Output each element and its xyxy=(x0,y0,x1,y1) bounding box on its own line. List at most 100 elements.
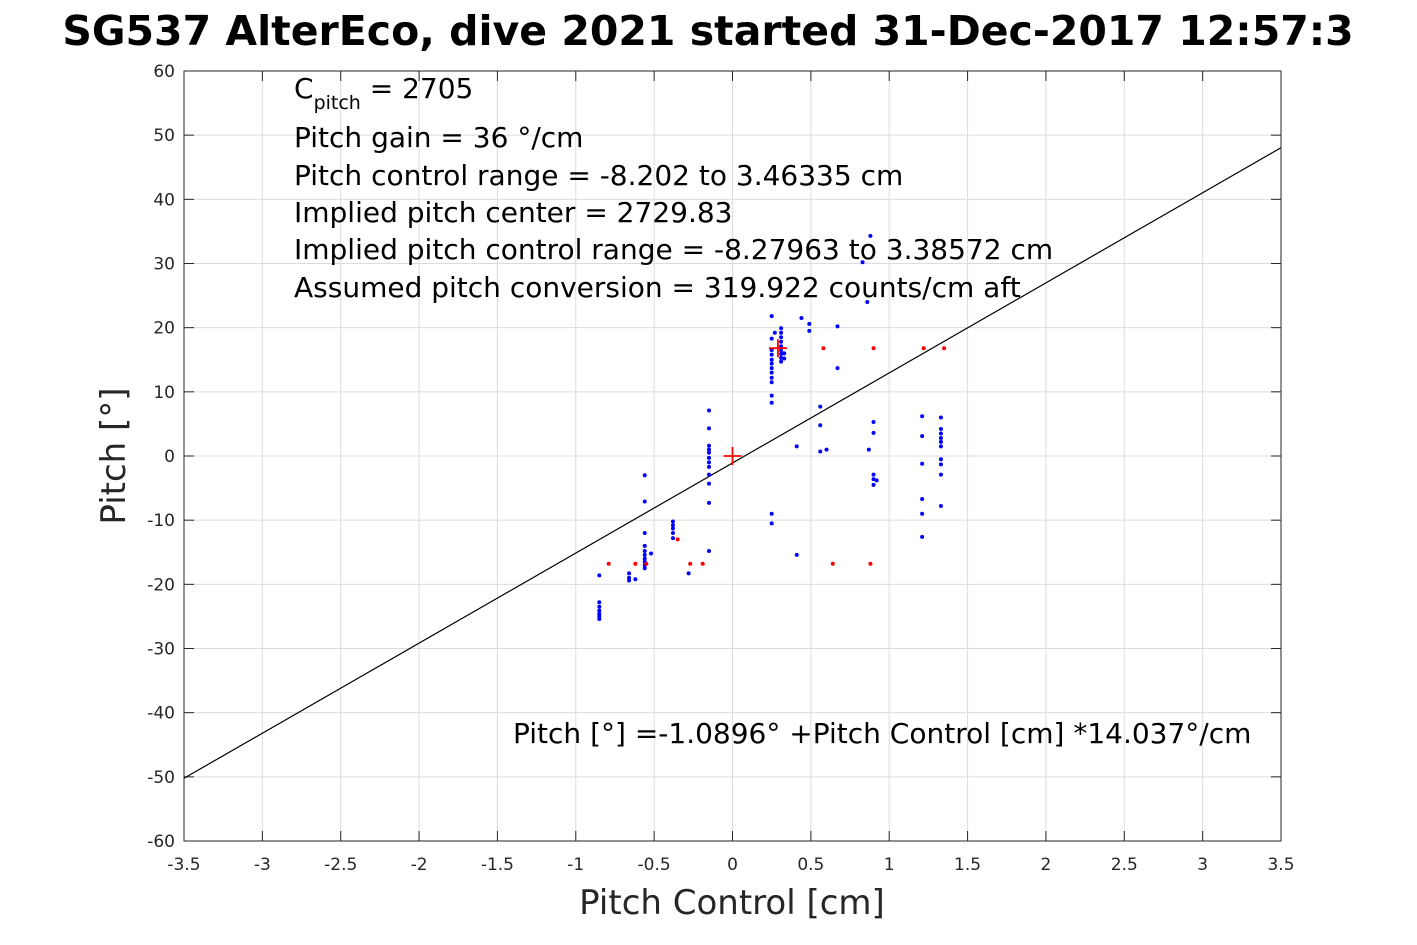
y-tick-label: -40 xyxy=(147,704,175,724)
data-point-blue xyxy=(769,361,774,366)
data-point-blue xyxy=(706,408,711,413)
data-point-red xyxy=(700,561,705,566)
annotation-implied-center: Implied pitch center = 2729.83 xyxy=(294,196,732,229)
data-point-blue xyxy=(769,393,774,398)
data-point-blue xyxy=(835,366,840,371)
data-point-blue xyxy=(938,444,943,449)
data-point-blue xyxy=(597,616,602,621)
data-point-blue xyxy=(818,423,823,428)
data-point-blue xyxy=(642,531,647,535)
y-tick-label: -20 xyxy=(147,575,175,595)
x-tick-label: -2.5 xyxy=(324,855,357,875)
data-point-blue xyxy=(807,328,812,333)
data-point-blue xyxy=(779,339,784,344)
data-point-blue xyxy=(807,321,812,326)
x-tick-label: -3 xyxy=(254,855,271,875)
x-axis-label: Pitch Control [cm] xyxy=(579,883,885,923)
data-point-blue xyxy=(871,472,876,477)
plus-marker xyxy=(768,339,787,358)
data-point-red xyxy=(868,561,873,566)
x-tick-label: -3.5 xyxy=(167,855,200,875)
data-point-blue xyxy=(938,462,943,467)
annotation-pitch-gain: Pitch gain = 36 °/cm xyxy=(294,121,583,154)
x-tick-label: 3 xyxy=(1197,855,1208,875)
data-point-blue xyxy=(670,523,675,528)
y-tick-label: -10 xyxy=(147,511,175,531)
y-axis-label: Pitch [°] xyxy=(94,387,134,524)
x-tick-label: 0.5 xyxy=(797,855,824,875)
data-point-blue xyxy=(642,473,647,478)
data-point-blue xyxy=(938,427,943,432)
data-point-red xyxy=(830,561,835,566)
plus-marker xyxy=(723,447,742,465)
y-tick-label: -60 xyxy=(147,832,175,852)
data-point-blue xyxy=(769,521,774,526)
data-point-blue xyxy=(779,355,784,360)
data-point-blue xyxy=(871,477,876,482)
data-point-blue xyxy=(779,348,784,353)
data-point-red xyxy=(871,346,876,351)
annotation-fit-equation: Pitch [°] =-1.0896° +Pitch Control [cm] … xyxy=(513,717,1251,750)
data-point-blue xyxy=(866,447,871,452)
y-tick-label: 60 xyxy=(153,62,175,82)
data-point-blue xyxy=(824,447,829,452)
data-point-blue xyxy=(868,233,873,238)
data-point-blue xyxy=(706,447,711,452)
data-point-blue xyxy=(920,511,925,516)
y-tick-label: -30 xyxy=(147,640,175,660)
x-tick-label: -0.5 xyxy=(638,855,671,875)
data-point-blue xyxy=(706,481,711,486)
data-point-blue xyxy=(779,335,784,340)
data-point-blue xyxy=(642,556,647,561)
data-point-blue xyxy=(818,404,823,409)
annotation-pitch-control-range: Pitch control range = -8.202 to 3.46335 … xyxy=(294,159,903,192)
data-point-blue xyxy=(860,260,865,265)
data-point-blue xyxy=(772,330,777,335)
data-point-blue xyxy=(938,415,943,420)
x-tick-label: 3.5 xyxy=(1267,855,1294,875)
data-point-blue xyxy=(642,499,647,504)
data-point-blue xyxy=(769,380,774,385)
c-pitch-base: C xyxy=(294,72,314,105)
data-point-blue xyxy=(627,578,632,583)
data-point-red xyxy=(688,561,693,566)
data-point-blue xyxy=(874,478,879,483)
data-point-blue xyxy=(938,504,943,509)
data-point-blue xyxy=(642,552,647,557)
c-pitch-value: = 2705 xyxy=(361,72,474,105)
x-tick-label: -2 xyxy=(411,855,428,875)
data-point-blue xyxy=(779,344,784,349)
y-tick-labels: 60 50 40 30 20 10 0 -10 -20 -30 -40 -50 -60 xyxy=(147,62,175,852)
y-tick-label: 50 xyxy=(153,126,175,146)
data-point-blue xyxy=(799,316,804,321)
data-point-blue xyxy=(670,536,675,541)
x-tick-labels: -3.5 -3 -2.5 -2 -1.5 -1 -0.5 0 0.5 1 1.5 2 2.5 3 3.5 xyxy=(167,855,1294,875)
data-point-red xyxy=(942,346,947,351)
data-point-blue xyxy=(920,434,925,439)
data-point-blue xyxy=(597,600,602,605)
data-point-blue xyxy=(706,472,711,477)
data-point-blue xyxy=(794,552,799,557)
data-point-red xyxy=(675,537,680,542)
data-point-blue xyxy=(670,519,675,524)
data-point-blue xyxy=(871,482,876,487)
data-point-blue xyxy=(597,604,602,609)
c-pitch-subscript: pitch xyxy=(314,92,361,114)
data-point-blue xyxy=(706,460,711,465)
data-point-red xyxy=(644,561,649,566)
data-point-blue xyxy=(779,359,784,364)
data-point-blue xyxy=(938,457,943,462)
data-point-red xyxy=(821,346,826,351)
data-point-red xyxy=(921,346,926,351)
annotation-block: Cpitch = 2705 Pitch gain = 36 °/cm Pitch… xyxy=(294,72,1251,750)
x-tick-label: 1 xyxy=(884,855,895,875)
x-tick-label: 1.5 xyxy=(954,855,981,875)
y-tick-label: 30 xyxy=(153,255,175,275)
data-point-blue xyxy=(769,357,774,362)
data-point-blue xyxy=(871,419,876,424)
data-point-blue xyxy=(769,366,774,371)
data-point-blue xyxy=(670,531,675,535)
data-point-blue xyxy=(938,436,943,441)
data-point-blue xyxy=(920,461,925,466)
